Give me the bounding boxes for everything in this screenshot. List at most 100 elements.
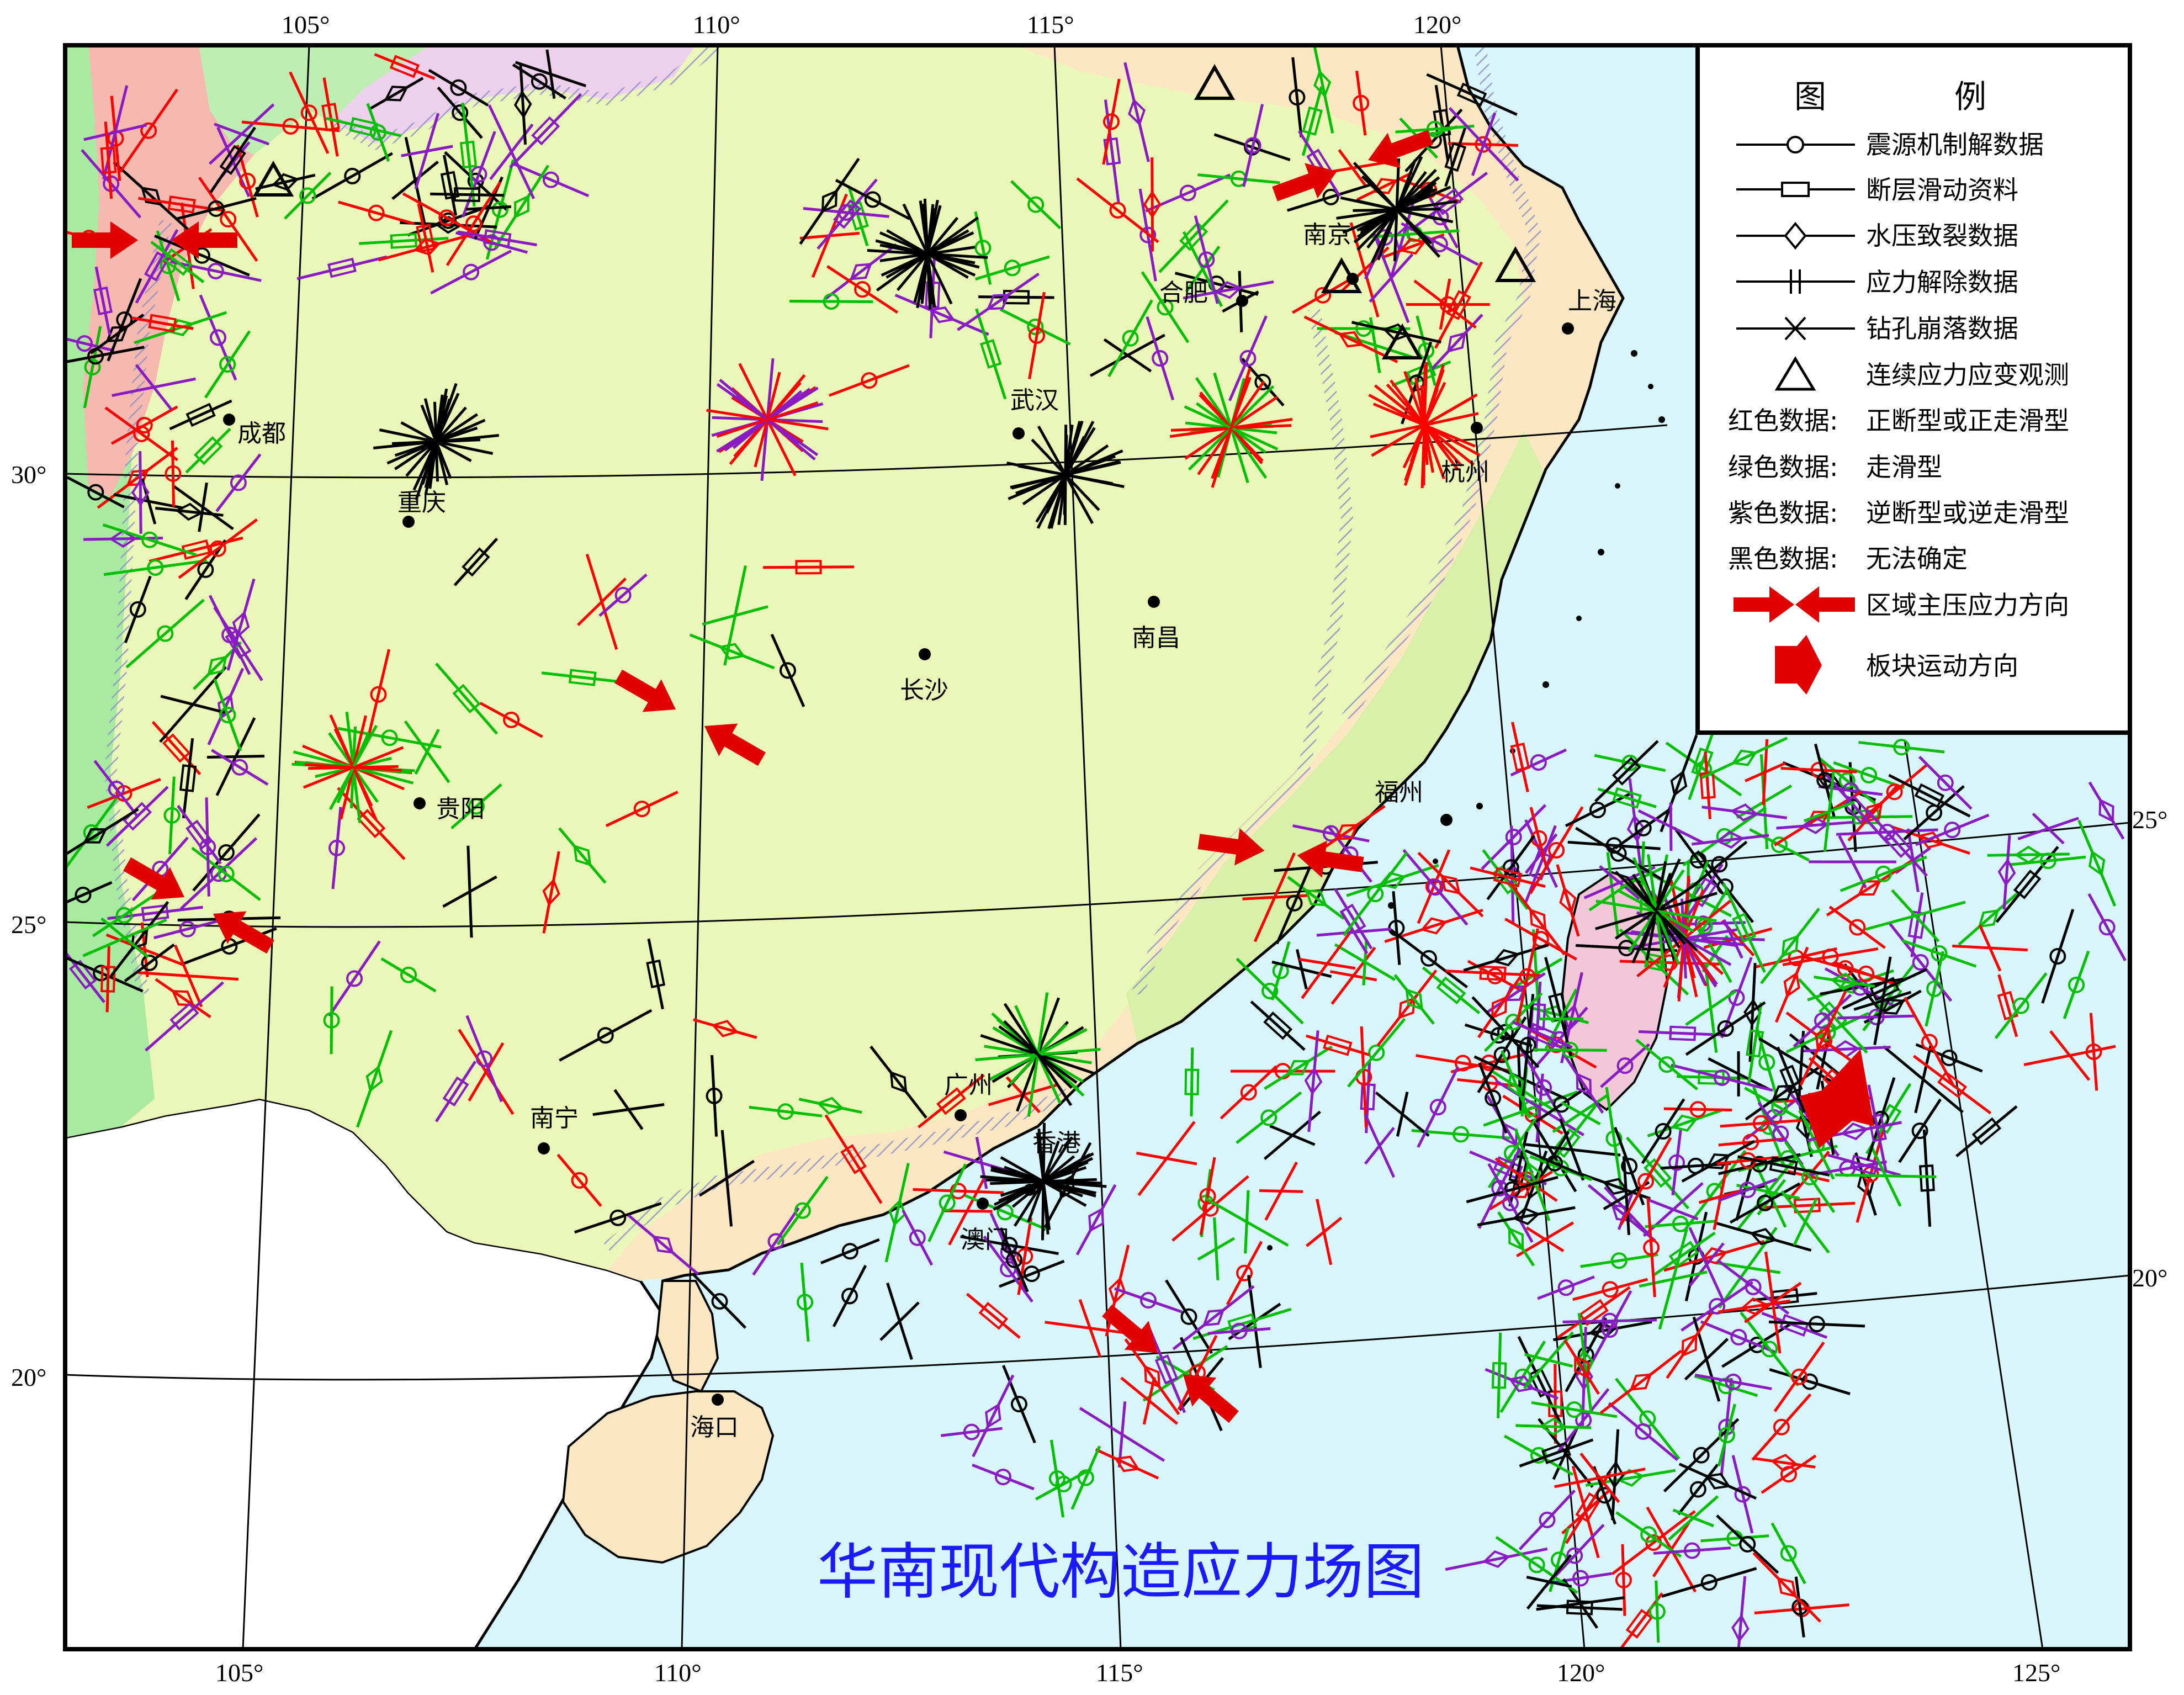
- stress-symbol: [1519, 994, 1536, 1097]
- stress-symbol: [1070, 1445, 1101, 1510]
- stress-symbol: [1194, 215, 1219, 304]
- city-label-hefei: 合肥: [1159, 279, 1208, 307]
- stress-symbol: [1729, 1182, 1801, 1224]
- stress-symbol: [1477, 1206, 1576, 1227]
- stress-symbol: [1417, 1066, 1460, 1148]
- stress-symbol: [192, 813, 261, 892]
- stress-symbol: [1717, 1178, 1778, 1203]
- stress-symbol: [1563, 1055, 1604, 1114]
- stress-symbol: [1671, 1063, 1773, 1092]
- stress-symbol: [1485, 1368, 1559, 1400]
- stress-symbol: [1701, 737, 1788, 779]
- stress-symbol: [1720, 1115, 1802, 1132]
- stress-symbol: [1430, 314, 1483, 371]
- stress-symbol: [1287, 182, 1375, 212]
- map-title: 华南现代构造应力场图: [817, 1537, 1424, 1607]
- strain-triangle: [1381, 323, 1423, 359]
- stress-symbol: [1647, 1109, 1722, 1137]
- stress-symbol: [799, 157, 860, 245]
- city-label-hangzhou: 杭州: [1441, 458, 1489, 486]
- stress-symbol: [1406, 296, 1490, 313]
- stress-symbol: [1637, 802, 1704, 851]
- stress-symbol: [1381, 233, 1445, 259]
- bottom-tick-110: 110°: [654, 1659, 702, 1687]
- stress-symbol: [574, 1202, 662, 1234]
- stress-symbol: [592, 1089, 665, 1130]
- stress-symbol: [1760, 908, 1820, 984]
- stress-symbol: [1147, 1326, 1186, 1413]
- stress-symbol: [1668, 1130, 1685, 1196]
- stress-symbol: [369, 77, 424, 110]
- stress-symbol: [328, 940, 381, 1017]
- stress-symbol: [1259, 1161, 1303, 1221]
- left-tick-labels: 30° 25° 20°: [11, 460, 46, 1391]
- stress-symbol: [1102, 78, 1121, 165]
- legend-label-continuous-strain: 连续应力应变观测: [1866, 360, 2069, 390]
- legend-triangle-symbol: [1774, 356, 1816, 391]
- stress-symbol: [1718, 1153, 1801, 1175]
- legend-label-hydraulic-fracturing: 水压致裂数据: [1866, 221, 2018, 251]
- stress-symbol: [92, 893, 156, 937]
- stress-symbol: [1393, 974, 1435, 1025]
- stress-symbol: [204, 330, 251, 399]
- stress-symbol: [1287, 876, 1345, 920]
- stress-symbol: [169, 399, 232, 431]
- stress-symbol: [1199, 1157, 1216, 1236]
- stress-symbol: [1228, 315, 1268, 401]
- bottom-tick-120: 120°: [1557, 1659, 1605, 1687]
- stress-symbol: [1533, 1041, 1607, 1058]
- stress-symbol: [1183, 280, 1274, 300]
- stress-symbol: [826, 265, 899, 314]
- stress-symbol: [1776, 816, 1854, 834]
- stress-symbol: [1298, 928, 1356, 999]
- stress-symbol: [198, 177, 258, 262]
- stress-symbol: [1292, 276, 1354, 314]
- stress-symbol: [437, 86, 483, 139]
- legend-label-plate-motion: 板块运动方向: [1866, 651, 2018, 681]
- stress-symbol: [513, 64, 532, 145]
- compression-arrow-pair: [1272, 130, 1433, 202]
- city-labels: 成都 重庆 贵阳 南宁 海口 长沙 武汉 南昌 合肥 南京 上海 杭州 福州 广…: [237, 221, 1616, 1442]
- stress-symbol: [902, 1210, 934, 1266]
- stress-symbol: [1701, 919, 1765, 959]
- stress-symbol: [457, 229, 537, 248]
- stress-symbol: [1639, 1228, 1708, 1330]
- stress-symbol: [1236, 957, 1304, 1025]
- top-tick-120: 120°: [1413, 10, 1461, 39]
- stress-symbol: [1599, 1349, 1682, 1415]
- west-pink-zone: [83, 45, 342, 497]
- stress-symbol: [1519, 1438, 1594, 1468]
- stress-symbol: [289, 71, 330, 154]
- stress-symbol: [338, 200, 415, 225]
- top-tick-115: 115°: [1027, 10, 1074, 39]
- city-label-chongqing: 重庆: [397, 489, 446, 517]
- stress-symbol: [1486, 835, 1536, 901]
- stress-symbol: [832, 1264, 867, 1327]
- stress-symbol: [1095, 1448, 1159, 1480]
- strain-triangle: [1494, 246, 1536, 282]
- compression-arrow-pair: [123, 857, 274, 954]
- legend-label-fault-slip: 断层滑动资料: [1866, 175, 2018, 205]
- stress-symbol: [1275, 862, 1313, 945]
- stress-symbol: [211, 749, 269, 786]
- stress-symbol: [153, 919, 222, 940]
- stress-symbol: [1847, 783, 1900, 842]
- stress-symbol: [1799, 990, 1847, 1086]
- stress-symbol: [1994, 972, 2048, 1039]
- stress-symbol: [1952, 924, 2028, 972]
- stress-symbol: [1510, 748, 1567, 777]
- city-label-haikou: 海口: [690, 1413, 739, 1442]
- stress-symbol: [1774, 946, 1809, 1023]
- stress-symbol: [1837, 1008, 1916, 1025]
- stress-symbol: [1776, 1046, 1806, 1113]
- stress-symbol: [1537, 1275, 1595, 1300]
- stress-symbol: [870, 1045, 927, 1119]
- legend-label-black: 无法确定: [1866, 544, 1968, 574]
- stress-symbol: [1390, 928, 1469, 989]
- stress-symbol: [1828, 905, 1886, 949]
- stress-symbol: [1516, 1221, 1574, 1258]
- legend-label-purple: 逆断型或逆走滑型: [1866, 498, 2069, 528]
- stress-symbol: [1731, 1576, 1750, 1649]
- compression-arrow-pair: [72, 221, 237, 259]
- stress-symbol: [1752, 1551, 1822, 1623]
